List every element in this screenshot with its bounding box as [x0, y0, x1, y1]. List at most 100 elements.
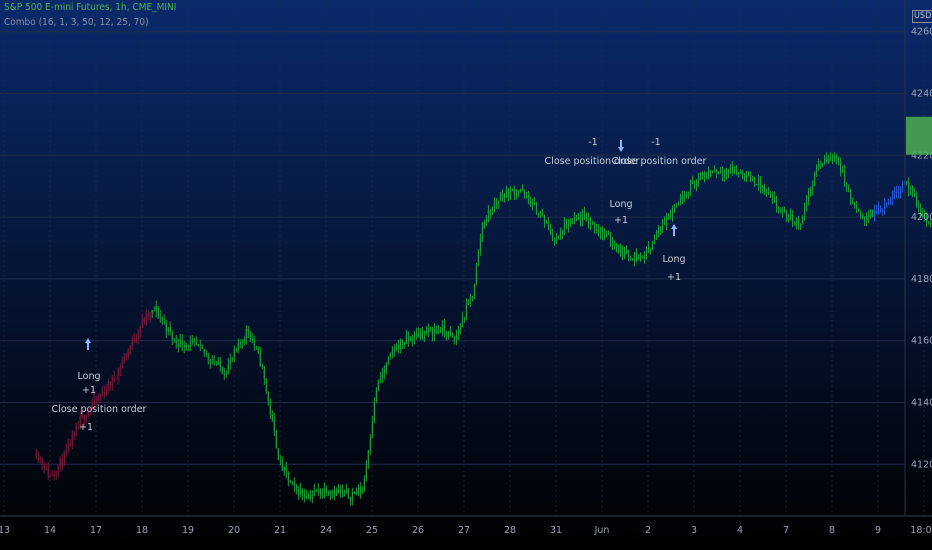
candle-body[interactable] — [341, 490, 343, 492]
candle-body[interactable] — [57, 465, 59, 474]
candle-body[interactable] — [541, 214, 544, 216]
candle-body[interactable] — [681, 195, 684, 199]
candle-body[interactable] — [597, 229, 600, 233]
candle-body[interactable] — [575, 217, 578, 220]
candle-body[interactable] — [876, 211, 878, 214]
candle-body[interactable] — [111, 376, 113, 386]
candle-body[interactable] — [405, 335, 407, 345]
candle-body[interactable] — [145, 314, 147, 323]
candle-body[interactable] — [918, 206, 920, 208]
candle-body[interactable] — [155, 307, 157, 312]
candle-body[interactable] — [635, 252, 638, 259]
candle-body[interactable] — [844, 169, 846, 184]
candle-body[interactable] — [866, 215, 868, 220]
candle-body[interactable] — [894, 190, 896, 193]
candle-body[interactable] — [295, 485, 297, 490]
candle-body[interactable] — [565, 221, 568, 224]
candle-body[interactable] — [105, 390, 107, 394]
candle-body[interactable] — [629, 256, 632, 259]
candle-body[interactable] — [825, 157, 828, 163]
candle-body[interactable] — [215, 363, 217, 365]
candle-body[interactable] — [359, 487, 361, 493]
candle-body[interactable] — [303, 494, 305, 497]
candle-body[interactable] — [273, 419, 275, 431]
candle-body[interactable] — [687, 191, 690, 193]
candle-body[interactable] — [459, 327, 462, 332]
candle-body[interactable] — [349, 497, 351, 500]
candle-body[interactable] — [421, 333, 423, 338]
candle-body[interactable] — [557, 236, 560, 239]
candle-body[interactable] — [189, 342, 191, 348]
candle-body[interactable] — [908, 181, 910, 190]
candle-body[interactable] — [461, 318, 464, 328]
candle-body[interactable] — [789, 214, 792, 220]
candle-body[interactable] — [817, 163, 820, 166]
candle-body[interactable] — [75, 426, 77, 432]
candle-body[interactable] — [271, 414, 273, 420]
candle-body[interactable] — [799, 223, 802, 226]
candle-body[interactable] — [491, 207, 494, 215]
candle-body[interactable] — [323, 488, 325, 492]
candle-body[interactable] — [637, 255, 640, 259]
candle-body[interactable] — [479, 239, 482, 251]
candle-body[interactable] — [43, 464, 45, 470]
candle-body[interactable] — [49, 475, 51, 477]
candle-body[interactable] — [205, 353, 207, 355]
candle-body[interactable] — [169, 327, 171, 332]
candle-body[interactable] — [483, 222, 486, 224]
candle-body[interactable] — [197, 344, 199, 346]
candle-body[interactable] — [747, 173, 750, 177]
candle-body[interactable] — [513, 189, 516, 196]
candle-body[interactable] — [617, 249, 620, 252]
candle-body[interactable] — [157, 307, 159, 317]
candle-body[interactable] — [121, 362, 123, 368]
candle-body[interactable] — [641, 255, 644, 258]
candle-body[interactable] — [880, 208, 882, 212]
candle-body[interactable] — [591, 222, 594, 224]
candle-body[interactable] — [603, 233, 606, 236]
candle-body[interactable] — [739, 172, 742, 174]
candle-body[interactable] — [743, 176, 746, 180]
candle-body[interactable] — [71, 435, 73, 447]
candle-body[interactable] — [231, 357, 233, 360]
candle-body[interactable] — [874, 211, 876, 217]
candle-body[interactable] — [884, 203, 886, 210]
candle-body[interactable] — [267, 391, 269, 402]
candle-body[interactable] — [85, 416, 87, 420]
candle-body[interactable] — [97, 396, 99, 400]
candle-body[interactable] — [773, 197, 776, 202]
candle-body[interactable] — [441, 324, 444, 332]
candle-body[interactable] — [495, 203, 498, 205]
candle-body[interactable] — [161, 317, 163, 321]
candle-body[interactable] — [409, 337, 411, 341]
candle-body[interactable] — [117, 369, 119, 380]
candle-body[interactable] — [854, 202, 856, 206]
candle-body[interactable] — [477, 250, 480, 266]
candle-body[interactable] — [393, 349, 395, 352]
candle-body[interactable] — [827, 158, 830, 163]
candle-body[interactable] — [69, 443, 71, 447]
candle-body[interactable] — [767, 191, 770, 194]
candle-body[interactable] — [509, 189, 512, 198]
candle-body[interactable] — [639, 255, 642, 258]
candle-body[interactable] — [751, 178, 754, 182]
candle-body[interactable] — [109, 381, 111, 386]
candle-body[interactable] — [535, 203, 538, 215]
candle-body[interactable] — [906, 181, 908, 183]
candle-body[interactable] — [886, 202, 888, 204]
candle-body[interactable] — [159, 316, 161, 318]
candle-body[interactable] — [930, 222, 932, 227]
candle-body[interactable] — [701, 173, 704, 176]
candle-series[interactable] — [35, 121, 932, 506]
candle-body[interactable] — [563, 223, 566, 235]
candle-body[interactable] — [413, 333, 415, 341]
candle-body[interactable] — [870, 209, 872, 217]
candle-body[interactable] — [191, 341, 193, 343]
candle-body[interactable] — [53, 474, 55, 476]
candle-body[interactable] — [729, 167, 732, 173]
candle-body[interactable] — [858, 208, 860, 212]
currency-label[interactable]: USD — [912, 10, 932, 23]
candle-body[interactable] — [325, 488, 327, 494]
candle-body[interactable] — [235, 349, 237, 351]
